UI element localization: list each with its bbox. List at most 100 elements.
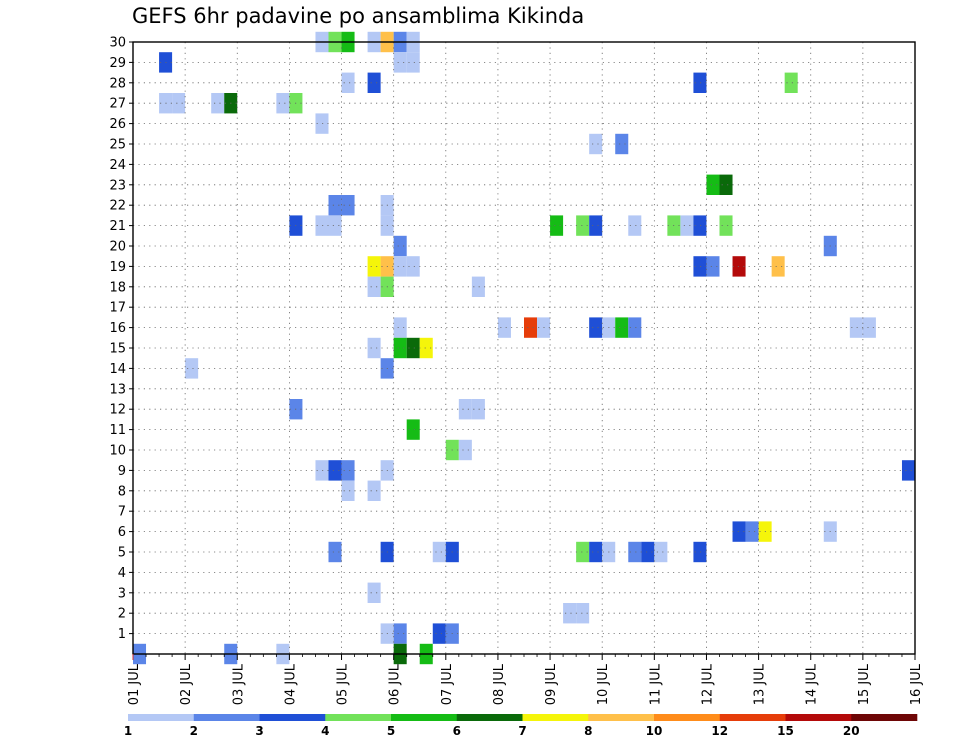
precip-cell	[628, 215, 642, 236]
precip-cell	[589, 541, 603, 563]
precip-cell	[563, 603, 577, 624]
precip-cell	[641, 541, 655, 563]
precip-cell	[341, 460, 355, 481]
precip-cell	[328, 215, 342, 236]
precip-cell	[419, 337, 433, 359]
x-tick-label: 11 JUL	[648, 663, 663, 705]
precip-cell	[849, 317, 863, 338]
precip-cell	[732, 521, 746, 542]
y-tick-label: 14	[109, 362, 126, 377]
precip-cell	[589, 133, 603, 155]
precip-cell	[211, 93, 225, 114]
colorbar-label: 6	[453, 724, 461, 738]
precip-cell	[497, 317, 511, 338]
precip-cell	[393, 317, 407, 338]
colorbar-label: 2	[190, 724, 198, 738]
chart-title: GEFS 6hr padavine po ansamblima Kikinda	[132, 4, 585, 28]
precip-cell	[680, 215, 694, 236]
precip-cell	[862, 317, 876, 338]
precip-cell	[901, 460, 915, 481]
colorbar-swatch	[456, 714, 523, 721]
y-tick-label: 1	[118, 627, 126, 642]
precip-cell	[341, 480, 355, 501]
y-tick-label: 30	[109, 36, 126, 51]
x-tick-label: 04 JUL	[283, 663, 298, 705]
y-axis: 1234567891011121314151617181920212223242…	[109, 36, 133, 642]
colorbar-label: 12	[711, 724, 728, 738]
precip-cell	[315, 215, 329, 236]
x-tick-label: 16 JUL	[909, 663, 924, 705]
precip-cell	[393, 623, 407, 644]
y-tick-label: 23	[109, 178, 126, 193]
precip-cell	[745, 521, 759, 542]
y-tick-label: 20	[109, 240, 126, 255]
colorbar-label: 4	[321, 724, 329, 738]
y-tick-label: 28	[109, 76, 126, 91]
precip-cell	[406, 419, 420, 440]
y-tick-label: 29	[109, 56, 126, 71]
y-tick-label: 16	[109, 321, 126, 336]
precip-cell	[393, 337, 407, 359]
x-tick-label: 08 JUL	[492, 663, 507, 705]
x-tick-label: 06 JUL	[388, 663, 403, 705]
y-tick-label: 10	[109, 444, 126, 459]
x-tick-label: 07 JUL	[440, 663, 455, 705]
y-tick-label: 22	[109, 199, 126, 214]
precip-cell	[276, 93, 290, 114]
precip-cell	[771, 256, 785, 277]
precip-cell	[693, 256, 707, 277]
precip-cell	[693, 541, 707, 563]
colorbar-swatch	[522, 714, 589, 721]
precip-cell	[654, 541, 668, 563]
x-axis: 01 JUL 02 JUL 03 JUL 04 JUL 05 JUL 06 JUL 07 J…	[127, 654, 924, 705]
precip-cell	[628, 541, 642, 563]
y-tick-label: 17	[109, 301, 126, 316]
y-tick-label: 26	[109, 117, 126, 132]
precip-cell	[393, 52, 407, 73]
precip-cell	[432, 541, 446, 563]
precip-cell	[341, 195, 355, 216]
y-tick-label: 24	[109, 158, 126, 173]
precip-cell	[458, 399, 472, 420]
y-tick-label: 8	[118, 484, 126, 499]
y-tick-label: 7	[118, 505, 126, 520]
x-tick-label: 01 JUL	[127, 663, 142, 705]
precip-cell	[185, 358, 199, 379]
precip-cell	[432, 623, 446, 644]
colorbar-label: 15	[777, 724, 794, 738]
y-tick-label: 11	[109, 423, 126, 438]
precip-cell	[367, 582, 381, 603]
precip-cell	[315, 460, 329, 481]
precip-cells	[133, 31, 915, 665]
y-tick-label: 15	[109, 342, 126, 357]
colorbar-swatch	[851, 714, 918, 721]
colorbar-label: 7	[518, 724, 526, 738]
colorbar-label: 5	[387, 724, 395, 738]
y-tick-label: 2	[118, 607, 126, 622]
y-tick-label: 6	[118, 525, 126, 540]
precip-cell	[576, 215, 590, 236]
colorbar-swatch	[654, 714, 721, 721]
precip-cell	[615, 317, 629, 338]
precip-cell	[471, 399, 485, 420]
y-tick-label: 4	[118, 566, 126, 581]
colorbar-swatch	[391, 714, 458, 721]
colorbar-swatch	[719, 714, 786, 721]
x-tick-label: 10 JUL	[596, 663, 611, 705]
x-tick-label: 05 JUL	[336, 663, 351, 705]
precip-cell	[576, 541, 590, 563]
y-tick-label: 19	[109, 260, 126, 275]
colorbar-label: 1	[124, 724, 132, 738]
precip-cell	[784, 72, 798, 93]
precip-cell	[458, 439, 472, 461]
colorbar-swatch	[259, 714, 326, 721]
x-tick-label: 13 JUL	[753, 663, 768, 705]
precip-cell	[706, 256, 720, 277]
precip-cell	[328, 195, 342, 216]
x-tick-label: 09 JUL	[544, 663, 559, 705]
precip-cell	[328, 460, 342, 481]
colorbar: 1 2 3 4 5 6 7 8 10 12 15 20	[124, 714, 918, 738]
precip-cell	[589, 317, 603, 338]
colorbar-label: 3	[255, 724, 263, 738]
